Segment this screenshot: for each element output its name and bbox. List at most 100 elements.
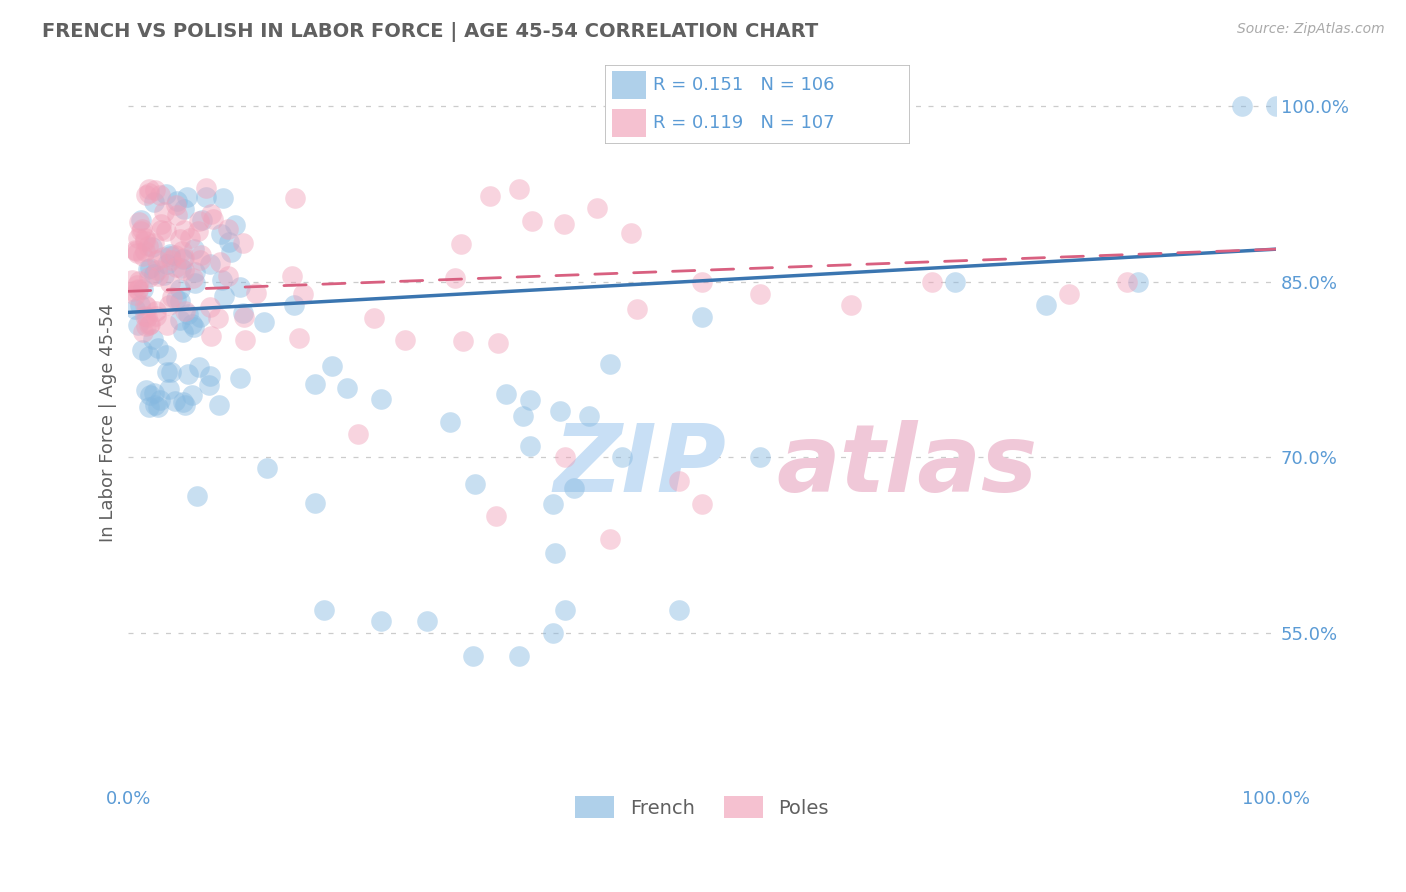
Point (183, 264, 205, 278)
Point (208, 254, 231, 268)
Point (121, 273, 143, 287)
Point (177, 307, 200, 321)
Point (153, 204, 176, 219)
Point (181, 271, 204, 285)
Point (370, 615, 392, 629)
Point (190, 248, 212, 262)
Point (152, 250, 174, 264)
Point (173, 398, 195, 412)
Point (253, 315, 276, 329)
Point (198, 257, 221, 271)
Point (180, 388, 202, 402)
Point (690, 310, 713, 324)
Text: ZIP: ZIP (553, 420, 725, 512)
Point (479, 189, 502, 203)
Point (173, 262, 195, 277)
Point (127, 282, 149, 296)
Point (145, 304, 167, 318)
Point (157, 382, 180, 396)
Point (173, 202, 195, 217)
Point (159, 365, 181, 379)
Point (690, 497, 713, 511)
Text: Source: ZipAtlas.com: Source: ZipAtlas.com (1237, 22, 1385, 37)
Point (143, 183, 166, 197)
Point (690, 275, 713, 289)
Point (292, 287, 315, 301)
Point (194, 190, 217, 204)
Point (578, 409, 600, 424)
Point (183, 242, 205, 256)
Point (443, 271, 465, 285)
Point (211, 273, 233, 287)
Point (508, 181, 530, 195)
Point (370, 392, 392, 406)
Point (136, 238, 159, 252)
Point (233, 333, 256, 347)
Point (207, 311, 229, 326)
Point (128, 215, 150, 229)
Point (245, 286, 267, 301)
Point (146, 342, 169, 356)
Point (143, 194, 166, 209)
Point (131, 222, 153, 236)
Point (176, 189, 198, 203)
Point (668, 602, 690, 616)
Point (229, 371, 252, 385)
Point (134, 244, 156, 258)
Point (233, 310, 256, 325)
Point (188, 310, 211, 325)
Point (172, 244, 194, 258)
Point (191, 213, 214, 227)
Point (200, 328, 222, 343)
Point (548, 404, 571, 418)
Point (173, 222, 195, 236)
Point (485, 508, 508, 523)
Point (134, 298, 156, 312)
Point (166, 208, 188, 222)
Point (1230, 99, 1253, 113)
Point (451, 334, 474, 349)
Point (217, 222, 239, 236)
Point (141, 332, 163, 346)
Point (179, 231, 201, 245)
Point (132, 249, 155, 263)
Point (159, 298, 181, 312)
Point (198, 300, 221, 314)
Point (943, 275, 966, 289)
Point (169, 232, 191, 246)
Point (153, 268, 176, 282)
Point (162, 290, 184, 304)
Point (159, 247, 181, 261)
Point (138, 318, 160, 333)
Point (585, 201, 607, 215)
Legend: French, Poles: French, Poles (568, 789, 837, 826)
Point (541, 626, 564, 640)
Point (124, 301, 146, 316)
Point (620, 226, 643, 240)
Point (138, 269, 160, 284)
Point (219, 244, 242, 259)
Point (284, 191, 307, 205)
Point (134, 235, 156, 249)
Point (141, 239, 163, 253)
Point (304, 496, 326, 510)
Point (288, 331, 311, 345)
Point (128, 274, 150, 288)
Point (155, 186, 177, 201)
Point (155, 348, 177, 362)
Point (304, 377, 326, 392)
Point (138, 400, 160, 414)
Point (201, 212, 224, 227)
Point (170, 260, 193, 275)
Point (127, 231, 149, 245)
Point (256, 461, 278, 475)
Point (1035, 298, 1057, 312)
Point (599, 533, 621, 547)
Y-axis label: In Labor Force | Age 45-54: In Labor Force | Age 45-54 (100, 303, 117, 541)
Point (139, 317, 162, 331)
Point (124, 288, 146, 302)
Point (166, 194, 188, 209)
Point (124, 243, 146, 257)
Point (610, 450, 633, 465)
Point (214, 289, 236, 303)
